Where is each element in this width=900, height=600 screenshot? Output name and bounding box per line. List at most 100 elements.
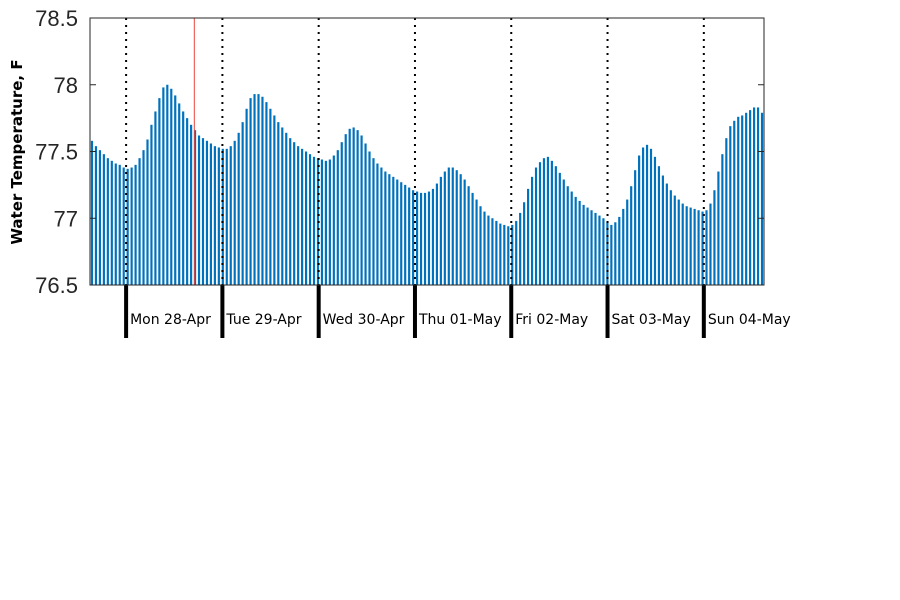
bar — [332, 155, 335, 285]
bar — [285, 132, 288, 285]
bar — [693, 208, 696, 285]
bar — [598, 215, 601, 285]
bar — [344, 134, 347, 285]
bar — [542, 158, 546, 285]
bar — [301, 148, 304, 285]
bar — [320, 159, 324, 285]
bar — [348, 128, 351, 285]
bar — [297, 146, 300, 285]
bar — [408, 187, 411, 285]
bar — [225, 148, 228, 285]
day-label: Fri 02-May — [515, 312, 588, 328]
bar — [186, 118, 189, 286]
bar — [721, 154, 724, 285]
bar — [606, 222, 609, 285]
bar — [495, 220, 498, 285]
bar — [745, 112, 748, 285]
bar — [368, 151, 371, 285]
bar — [515, 220, 518, 285]
bar — [669, 190, 672, 285]
bar — [729, 126, 732, 285]
bar — [451, 167, 454, 285]
bar — [447, 167, 450, 285]
bar — [174, 95, 177, 286]
bar — [717, 171, 720, 285]
bar — [491, 218, 494, 285]
bar — [455, 170, 458, 285]
bar — [546, 156, 550, 285]
bar — [657, 166, 661, 285]
bar — [269, 108, 272, 285]
bar — [554, 166, 557, 285]
bar — [110, 160, 113, 285]
day-labels: Mon 28-Apr Tue 29-Apr Wed 30-Apr Thu 01-May… — [130, 312, 791, 328]
bar — [312, 156, 316, 285]
bar — [630, 186, 633, 285]
bar — [293, 142, 296, 285]
bar — [273, 115, 276, 286]
day-label: Thu 01-May — [418, 312, 502, 328]
bar — [653, 156, 657, 285]
bar — [308, 154, 312, 285]
bar — [665, 183, 668, 285]
bar — [419, 192, 423, 285]
bar — [677, 199, 680, 285]
bar — [530, 176, 534, 285]
bar — [578, 200, 581, 285]
bar — [685, 206, 688, 285]
bar — [435, 183, 438, 285]
bar — [519, 212, 522, 285]
bar — [352, 127, 355, 285]
bar — [705, 210, 708, 285]
bar — [570, 191, 573, 285]
bar — [336, 150, 339, 285]
bar — [412, 190, 415, 285]
bar — [681, 203, 684, 285]
bar — [126, 168, 129, 285]
bar — [483, 211, 486, 285]
bar — [463, 179, 466, 285]
y-tick-label: 77.5 — [35, 140, 78, 165]
bar — [388, 174, 391, 285]
bar — [324, 160, 327, 285]
bar — [475, 199, 478, 285]
bar — [356, 130, 359, 285]
bar — [733, 120, 736, 285]
bar — [178, 103, 181, 285]
bar — [404, 184, 407, 286]
bar — [384, 171, 387, 285]
y-axis-label: Water Temperature, F — [8, 59, 26, 244]
bar — [289, 138, 292, 285]
bar — [741, 115, 744, 286]
bar — [471, 192, 474, 285]
bar — [233, 140, 236, 285]
bar — [134, 164, 137, 285]
bar — [760, 112, 764, 285]
bar — [622, 208, 625, 285]
bar — [574, 196, 577, 285]
bar — [154, 111, 157, 285]
bar — [205, 140, 209, 285]
bar — [550, 160, 553, 285]
bar — [193, 130, 197, 285]
bar — [586, 207, 589, 285]
bar — [416, 191, 419, 285]
bar — [122, 167, 125, 285]
bar — [749, 110, 752, 285]
bar — [130, 167, 133, 285]
bar — [340, 142, 343, 285]
bar — [479, 206, 482, 285]
bar — [253, 94, 256, 285]
bar — [396, 179, 399, 285]
bar — [162, 87, 165, 285]
bar — [90, 140, 94, 285]
bar — [467, 186, 470, 285]
bar — [197, 135, 201, 285]
day-label: Wed 30-Apr — [323, 312, 405, 328]
bar — [590, 210, 593, 285]
bar — [209, 143, 213, 285]
bar — [431, 188, 435, 285]
bar — [610, 224, 613, 285]
bar — [221, 148, 224, 285]
